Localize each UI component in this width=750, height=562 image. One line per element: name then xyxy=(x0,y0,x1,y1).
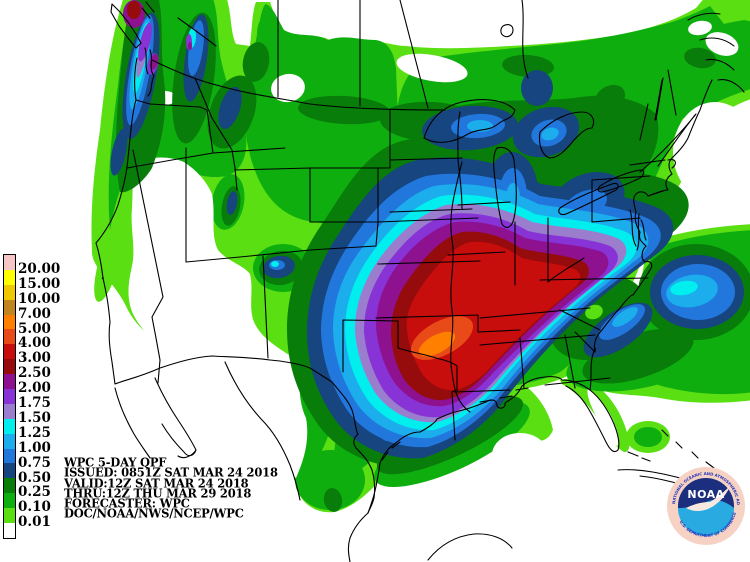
legend-swatch xyxy=(4,255,15,270)
state-borders-plains xyxy=(342,111,521,441)
legend-colorbar xyxy=(3,254,16,539)
florida-keys-islands xyxy=(627,429,715,469)
maine-borders xyxy=(639,69,697,173)
info-block: WPC 5-DAY QPF ISSUED: 0851Z SAT MAR 24 2… xyxy=(64,454,278,521)
lake-ontario xyxy=(597,169,645,193)
legend-label: 15.00 xyxy=(18,275,61,292)
legend-swatch xyxy=(4,374,15,390)
state-borders-east xyxy=(539,79,666,281)
legend-label: 5.00 xyxy=(18,320,51,337)
legend-swatch xyxy=(4,493,15,509)
legend-swatch xyxy=(4,433,15,449)
legend-label: 4.00 xyxy=(18,335,51,352)
legend-swatch xyxy=(4,523,15,538)
legend-swatch xyxy=(4,344,15,360)
legend-swatch xyxy=(4,284,15,300)
lake-nipigon xyxy=(500,24,514,38)
noaa-logo-wordmark: NOAA xyxy=(687,488,724,501)
maritimes xyxy=(687,12,745,93)
legend-swatch xyxy=(4,463,15,479)
valid-line: VALID:12Z SAT MAR 24 2018 xyxy=(64,475,249,491)
cape-cod xyxy=(667,159,677,169)
state-borders-west xyxy=(126,77,391,384)
agency-line: DOC/NOAA/NWS/NCEP/WPC xyxy=(64,506,244,521)
legend-label: 1.25 xyxy=(18,424,51,441)
legend-label: 1.00 xyxy=(18,439,51,456)
legend-label: 7.00 xyxy=(18,305,51,322)
precip-layer-5_00 xyxy=(418,331,456,357)
issued-line: ISSUED: 0851Z SAT MAR 24 2018 xyxy=(64,465,278,480)
legend-swatch xyxy=(4,359,15,375)
long-island xyxy=(647,189,667,197)
legend-label: 0.50 xyxy=(18,469,51,486)
legend-swatch xyxy=(4,403,15,419)
legend-swatch xyxy=(4,329,15,345)
legend-swatch xyxy=(4,299,15,315)
legend-label: 3.00 xyxy=(18,350,51,367)
lake-huron xyxy=(538,111,595,159)
baja-california xyxy=(114,377,197,459)
barrier-islands xyxy=(381,387,529,461)
legend-label: 1.75 xyxy=(18,395,51,411)
chesapeake-bay xyxy=(629,209,647,251)
legend-swatch xyxy=(4,508,15,524)
legend-swatch xyxy=(4,448,15,464)
geography-lines xyxy=(95,0,745,562)
legend-label: 2.00 xyxy=(18,380,51,397)
legend-label: 2.50 xyxy=(18,365,51,382)
lake-superior xyxy=(423,99,516,143)
product-title: WPC 5-DAY QPF xyxy=(64,454,167,470)
legend-label: 0.25 xyxy=(18,484,51,501)
legend-swatch xyxy=(4,418,15,434)
east-coast xyxy=(589,79,713,391)
precip-layer-3_00 xyxy=(406,241,581,391)
forecaster-line: FORECASTER: WPC xyxy=(64,496,190,511)
dry-areas xyxy=(128,20,750,478)
legend-labels: 20.00 15.00 10.00 7.00 5.00 4.00 3.00 2.50 2.00 1… xyxy=(18,254,68,550)
legend-swatch xyxy=(4,314,15,330)
puget-sound xyxy=(110,1,155,97)
lake-michigan xyxy=(493,146,517,228)
canada-provincial-lines xyxy=(177,0,529,109)
legend-swatch xyxy=(4,269,15,285)
noaa-logo: NATIONAL OCEANIC AND ATMOSPHERIC ADMINIS… xyxy=(667,467,745,545)
precip-legend: 20.00 15.00 10.00 7.00 5.00 4.00 3.00 2.50 2.00 1… xyxy=(3,254,60,539)
legend-label: 0.75 xyxy=(18,454,51,471)
state-borders-midwest xyxy=(447,161,611,413)
legend-label: 0.01 xyxy=(18,514,51,531)
legend-swatch xyxy=(4,478,15,494)
legend-label: 10.00 xyxy=(18,290,61,307)
thru-line: THRU:12Z THU MAR 29 2018 xyxy=(64,485,252,501)
noaa-bird-icon xyxy=(686,486,730,511)
lake-erie xyxy=(558,182,619,216)
canada-border xyxy=(151,59,446,111)
legend-label: 1.50 xyxy=(18,409,51,426)
yucatan xyxy=(427,533,513,561)
legend-swatch xyxy=(4,389,15,404)
legend-label: 0.10 xyxy=(18,499,51,516)
mexico-mainland-coast xyxy=(224,361,301,501)
legend-label: 20.00 xyxy=(18,260,61,277)
